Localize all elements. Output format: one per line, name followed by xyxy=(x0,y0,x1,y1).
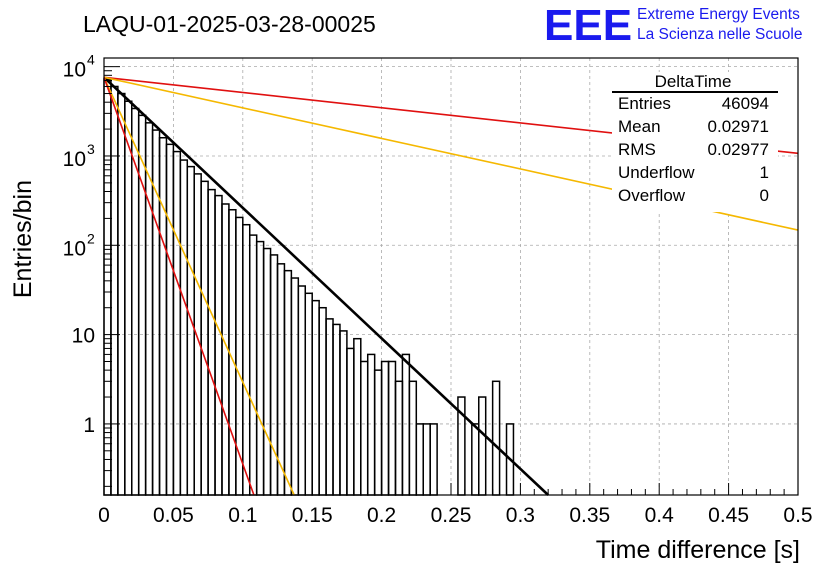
fit-line-fast-yellow xyxy=(103,76,295,496)
histogram-bar xyxy=(124,100,133,496)
stats-rows: Entries 46094 Mean 0.02971 RMS 0.02977 Underfl… xyxy=(618,94,769,205)
histogram-bar xyxy=(478,396,487,496)
x-tick-label: 0.15 xyxy=(292,504,333,527)
stats-row-label: Underflow xyxy=(618,163,695,182)
y-tick-label-base: 10 xyxy=(63,237,86,260)
histogram-bar xyxy=(429,423,438,496)
x-tick-label: 0.5 xyxy=(783,504,812,527)
y-tick-label: 1 xyxy=(83,414,95,437)
histogram-bar xyxy=(262,247,272,496)
histogram-bar xyxy=(325,318,334,496)
x-tick-label: 0 xyxy=(98,504,110,527)
x-tick-label: 0.05 xyxy=(153,504,194,527)
histogram-bar xyxy=(179,159,189,496)
histogram-bar xyxy=(318,306,327,496)
x-axis-label: Time difference [s] xyxy=(596,536,800,564)
histogram-bar xyxy=(353,337,362,496)
histogram-bar xyxy=(373,369,383,496)
histogram-bar xyxy=(380,360,390,496)
y-tick-label-exponent: 4 xyxy=(87,52,95,68)
stats-row-label: Mean xyxy=(618,117,661,136)
x-tick-label: 0.25 xyxy=(431,504,472,527)
histogram-bar xyxy=(311,299,320,496)
logo-line-2: La Scienza nelle Scuole xyxy=(637,26,802,43)
y-axis-label: Entries/bin xyxy=(9,180,37,298)
stats-title: DeltaTime xyxy=(655,72,732,91)
stats-row-label: RMS xyxy=(618,140,656,159)
axis-ticks xyxy=(103,66,799,495)
histogram-bar xyxy=(332,323,341,496)
histogram-bar xyxy=(366,353,376,496)
histogram-bar xyxy=(339,330,348,496)
stats-row-value: 0 xyxy=(760,186,769,205)
stats-row-value: 1 xyxy=(760,163,769,182)
stats-row-value: 0.02977 xyxy=(708,140,769,159)
x-tick-label: 0.2 xyxy=(367,504,396,527)
eee-logo-mark: EEE xyxy=(544,1,632,50)
histogram-bar xyxy=(248,234,258,496)
histogram-bar xyxy=(255,240,265,496)
histogram-bar xyxy=(415,423,424,496)
histogram-bar xyxy=(186,165,195,496)
histogram-bar xyxy=(137,114,147,496)
stats-box-background xyxy=(612,72,778,212)
logo-line-1: Extreme Energy Events xyxy=(637,6,800,23)
histogram-bar xyxy=(297,285,307,496)
x-tick-label: 0.45 xyxy=(708,504,749,527)
x-tick-label: 0.1 xyxy=(228,504,257,527)
histogram-bar xyxy=(471,423,480,496)
histogram-bar xyxy=(214,194,223,496)
histogram-bar xyxy=(207,188,216,496)
histogram-bars xyxy=(103,78,515,496)
stats-row-label: Entries xyxy=(618,94,671,113)
histogram-bar xyxy=(158,136,168,496)
histogram-bar xyxy=(491,380,501,496)
histogram-bar xyxy=(408,380,418,496)
stats-row-value: 46094 xyxy=(722,94,769,113)
y-tick-label-exponent: 2 xyxy=(87,230,95,246)
histogram-bar xyxy=(360,360,369,496)
histogram-bar xyxy=(165,143,175,496)
x-tick-label: 0.4 xyxy=(645,504,675,527)
histogram-bar xyxy=(144,122,154,496)
histogram-bar xyxy=(172,150,182,496)
eee-logo: EEE Extreme Energy Events La Scienza nel… xyxy=(544,1,802,50)
histogram-bar xyxy=(283,269,293,496)
histogram-bar xyxy=(269,254,279,496)
histogram-bar xyxy=(422,423,431,496)
x-tick-labels: 0 0.05 0.1 0.15 0.2 0.25 0.3 0.35 0.4 0.45 0.5 xyxy=(98,504,812,527)
stats-row-value: 0.02971 xyxy=(708,117,769,136)
stats-row-label: Overflow xyxy=(618,186,686,205)
chart-title: LAQU-01-2025-03-28-00025 xyxy=(83,11,376,37)
stats-box: DeltaTime Entries 46094 Mean 0.02971 RMS 0.02… xyxy=(612,72,778,212)
histogram-bar xyxy=(200,180,209,496)
fit-line-fit xyxy=(103,76,550,496)
x-tick-label: 0.35 xyxy=(569,504,610,527)
fit-line-fast-red xyxy=(103,77,255,496)
histogram-bar xyxy=(401,353,411,496)
histogram-bar xyxy=(242,223,251,496)
y-tick-label: 10 xyxy=(72,325,95,348)
histogram-bar xyxy=(304,292,313,496)
y-tick-label-exponent: 3 xyxy=(87,141,95,157)
histogram-bar xyxy=(117,92,126,496)
histogram-bar xyxy=(346,347,355,496)
histogram-bar xyxy=(290,277,300,496)
histogram-bar xyxy=(387,360,397,496)
y-tick-label-base: 10 xyxy=(63,59,86,82)
x-tick-label: 0.3 xyxy=(506,504,535,527)
y-tick-label-base: 10 xyxy=(63,148,86,171)
histogram-bar xyxy=(110,85,119,496)
histogram-bar xyxy=(394,380,404,496)
